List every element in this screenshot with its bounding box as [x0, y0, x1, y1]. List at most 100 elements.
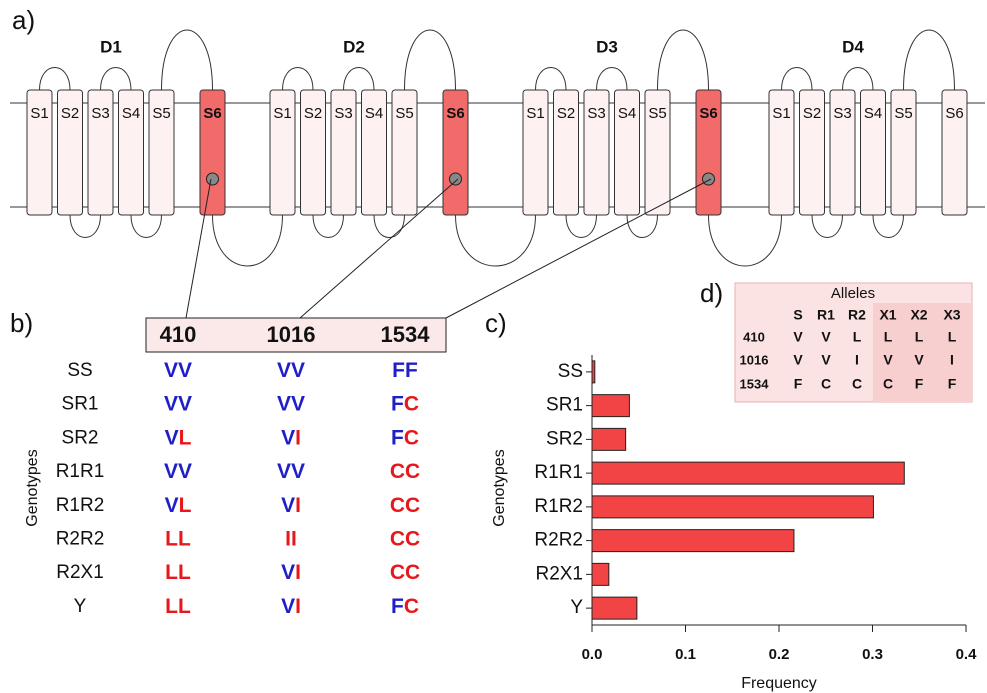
- bar: [591, 394, 630, 418]
- allele: C: [405, 493, 420, 516]
- segment-label: S1: [30, 105, 48, 122]
- allele: C: [404, 426, 419, 449]
- allele: F: [391, 392, 404, 415]
- allele-cell: I: [855, 352, 859, 368]
- allele: V: [291, 392, 305, 415]
- allele-cell: V: [821, 352, 831, 368]
- panel-label: a): [12, 5, 35, 35]
- loop: [596, 67, 628, 91]
- y-tick-label: R1R1: [534, 462, 583, 483]
- allele: L: [178, 561, 191, 584]
- segment-label: S4: [864, 105, 882, 122]
- genotype-cell: FC: [391, 392, 419, 415]
- allele: V: [281, 493, 295, 516]
- allele-cell: I: [950, 352, 954, 368]
- x-tick-label: 0.2: [769, 646, 790, 663]
- y-tick-label: R2X1: [535, 563, 583, 584]
- mutation-site: [449, 172, 462, 186]
- allele: L: [178, 527, 191, 550]
- segment: [890, 89, 917, 216]
- y-tick-label: Y: [570, 597, 583, 618]
- segment: [199, 89, 226, 216]
- loop: [903, 29, 955, 91]
- genotype-cell: VL: [165, 426, 192, 449]
- allele-shade: [873, 303, 972, 402]
- segment-label: S4: [365, 105, 383, 122]
- allele-cell: F: [915, 376, 924, 392]
- allele: V: [164, 359, 178, 382]
- segment-label: S5: [648, 105, 666, 122]
- column-label: S: [793, 307, 802, 323]
- genotype-cell: VV: [164, 460, 192, 483]
- allele: V: [281, 561, 295, 584]
- segment-label: S6: [446, 105, 464, 122]
- segment: [442, 89, 469, 216]
- loop: [404, 29, 456, 91]
- segment-label: S5: [152, 105, 170, 122]
- x-tick-label: 0.3: [862, 646, 883, 663]
- segment-label: S6: [203, 105, 221, 122]
- y-tick-label: SS: [558, 361, 583, 382]
- allele: C: [390, 493, 405, 516]
- loop: [455, 214, 536, 267]
- allele: V: [281, 594, 295, 617]
- genotype-cell: CC: [390, 527, 420, 550]
- genotype-label: R2R2: [56, 529, 105, 550]
- segment: [118, 89, 144, 216]
- segment-label: S6: [945, 105, 963, 122]
- genotype-label: R2X1: [56, 562, 104, 583]
- segment-label: S3: [587, 105, 605, 122]
- segment: [330, 89, 357, 216]
- y-tick-label: SR2: [546, 428, 583, 449]
- segment: [57, 89, 83, 216]
- segment: [391, 89, 418, 216]
- loop: [282, 67, 314, 91]
- segment: [269, 89, 296, 216]
- segment-label: S3: [91, 105, 109, 122]
- genotype-cell: LL: [165, 527, 191, 550]
- allele-cell: C: [883, 376, 893, 392]
- allele: L: [179, 426, 192, 449]
- segment-label: S1: [772, 105, 790, 122]
- allele: L: [165, 561, 178, 584]
- loop: [161, 29, 213, 91]
- allele: L: [178, 594, 191, 617]
- x-tick-label: 0.4: [956, 646, 978, 663]
- allele: V: [277, 392, 291, 415]
- row-label: 1016: [740, 352, 769, 367]
- loop: [708, 214, 782, 267]
- genotype-cell: VV: [277, 392, 305, 415]
- allele: L: [165, 594, 178, 617]
- allele: V: [291, 359, 305, 382]
- genotype-cell: VI: [281, 493, 301, 516]
- segment-label: S2: [61, 105, 79, 122]
- genotype-cell: VV: [277, 460, 305, 483]
- loop: [312, 214, 344, 238]
- segment: [553, 89, 579, 216]
- allele: C: [390, 460, 405, 483]
- column-label: X2: [910, 307, 927, 323]
- axis-label: Genotypes: [24, 449, 41, 526]
- allele: V: [178, 460, 192, 483]
- allele: L: [165, 527, 178, 550]
- segment: [644, 89, 671, 216]
- genotype-cell: LL: [165, 561, 191, 584]
- allele-cell: L: [853, 329, 862, 345]
- loop: [212, 214, 283, 267]
- genotype-cell: VV: [164, 392, 192, 415]
- genotype-cell: LL: [165, 594, 191, 617]
- y-tick-label: R1R2: [534, 496, 583, 517]
- genotype-label: R1R1: [56, 461, 105, 482]
- loop: [39, 67, 71, 91]
- allele: F: [391, 426, 404, 449]
- allele: V: [281, 426, 295, 449]
- bar: [591, 495, 874, 519]
- header-label: 1016: [267, 322, 316, 347]
- segment: [829, 89, 856, 216]
- segment-label: S5: [894, 105, 912, 122]
- allele-cell: V: [793, 352, 803, 368]
- genotype-cell: FC: [391, 426, 419, 449]
- segment-label: S2: [304, 105, 322, 122]
- allele-cell: F: [794, 376, 803, 392]
